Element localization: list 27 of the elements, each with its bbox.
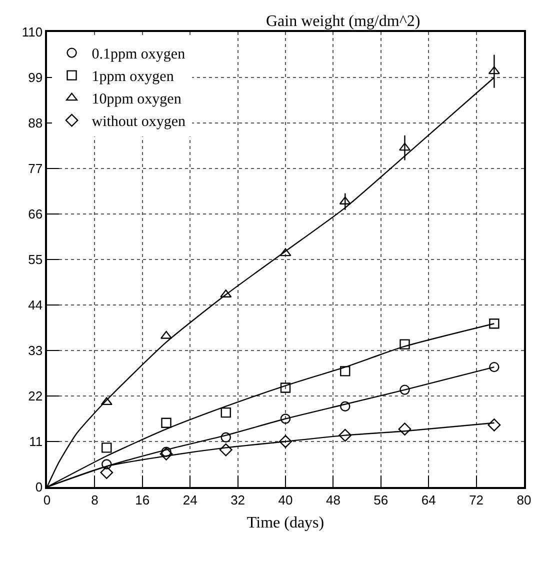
y-tick-label: 0 (35, 480, 43, 495)
x-tick-label: 40 (278, 492, 293, 508)
y-tick-label: 33 (28, 343, 43, 358)
x-tick-label: 16 (135, 492, 150, 508)
y-tick-label: 22 (28, 388, 43, 404)
legend-label: 0.1ppm oxygen (92, 46, 186, 63)
y-tick-label: 110 (22, 24, 43, 40)
x-tick-label: 56 (374, 492, 388, 508)
x-tick-label: 32 (230, 492, 246, 508)
x-tick-label: 80 (516, 492, 532, 508)
legend-label: without oxygen (92, 114, 186, 130)
x-axis-title: Time (days) (246, 514, 324, 532)
legend-label: 10ppm oxygen (92, 92, 182, 108)
legend-label: 1ppm oxygen (92, 69, 174, 86)
y-tick-label: 88 (28, 116, 43, 131)
x-tick-label: 48 (326, 492, 340, 508)
x-tick-label: 72 (469, 492, 484, 508)
x-tick-label: 24 (182, 492, 198, 508)
y-tick-label: 44 (28, 298, 43, 313)
y-axis-title: Gain weight (mg/dm^2) (266, 13, 420, 30)
y-tick-label: 66 (28, 206, 43, 222)
y-tick-label: 11 (29, 434, 43, 450)
y-tick-label: 99 (28, 70, 43, 86)
x-tick-label: 64 (421, 492, 436, 508)
y-tick-label: 55 (28, 252, 43, 268)
x-tick-label: 8 (91, 492, 98, 508)
y-tick-label: 77 (28, 161, 43, 176)
